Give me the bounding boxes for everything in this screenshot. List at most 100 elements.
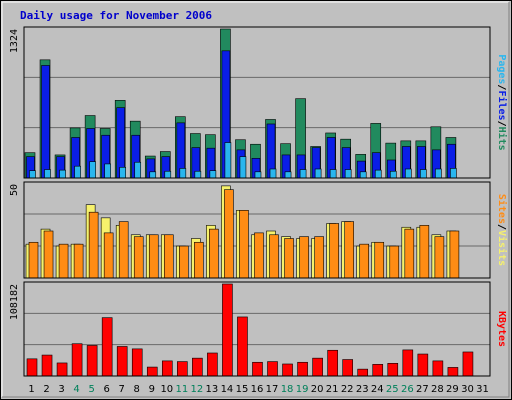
day-label: 21 <box>326 384 339 395</box>
day-label: 26 <box>401 384 414 395</box>
pages-bar <box>299 169 307 179</box>
y-max-label: 108182 <box>9 284 20 320</box>
panel-kbytes: 108182 KBytes <box>9 281 507 377</box>
pages-bar <box>254 171 262 179</box>
pages-bar <box>374 169 382 179</box>
day-label: 6 <box>103 384 109 395</box>
day-label: 9 <box>149 384 155 395</box>
chart-title: Daily usage for November 2006 <box>20 9 212 22</box>
pages-bar <box>59 169 66 179</box>
kbytes-bar <box>177 361 188 377</box>
pages-bar <box>29 170 36 179</box>
sites-bar <box>269 234 279 279</box>
day-label: 20 <box>311 384 324 395</box>
pages-bar <box>224 142 232 179</box>
day-label: 29 <box>446 384 459 395</box>
sites-bar <box>449 230 460 279</box>
day-label: 12 <box>191 384 204 395</box>
day-label: 8 <box>134 384 140 395</box>
sites-bar <box>284 238 294 279</box>
kbytes-bar <box>26 358 38 377</box>
pages-bar <box>179 168 187 179</box>
sites-bar <box>344 221 354 279</box>
kbytes-bar <box>222 283 233 377</box>
kbytes-bar <box>71 343 83 377</box>
legend-part: KBytes <box>496 311 507 347</box>
day-label: 19 <box>296 384 309 395</box>
day-label: 23 <box>356 384 369 395</box>
sites-bar <box>389 245 400 279</box>
day-label: 13 <box>206 384 219 395</box>
kbytes-bar <box>101 317 113 377</box>
kbytes-bar <box>192 357 203 377</box>
pages-bar <box>209 170 217 179</box>
day-label: 17 <box>266 384 279 395</box>
sites-bar <box>239 210 249 279</box>
sites-bar <box>299 236 309 279</box>
kbytes-bar <box>131 348 143 377</box>
kbytes-bar <box>447 367 459 377</box>
day-label: 11 <box>175 384 188 395</box>
pages-bar <box>149 171 157 179</box>
series-legend-label: Sites/Visits <box>496 194 508 266</box>
legend-part: Pages <box>496 54 507 84</box>
sites-bar <box>419 225 430 279</box>
sites-bar <box>404 228 415 279</box>
pages-bar <box>164 170 172 179</box>
pages-bar <box>420 169 427 179</box>
day-label: 15 <box>236 384 249 395</box>
kbytes-bar <box>462 351 474 377</box>
kbytes-bar <box>86 345 98 377</box>
panel-border <box>23 281 491 377</box>
day-label: 18 <box>281 384 294 395</box>
kbytes-bar <box>161 360 173 377</box>
sites-bar <box>28 241 39 279</box>
pages-bar <box>344 169 352 179</box>
pages-bar <box>104 163 111 179</box>
kbytes-bar <box>372 364 384 377</box>
pages-bar <box>74 165 81 179</box>
kbytes-bar <box>237 316 248 377</box>
pages-bar <box>44 169 51 179</box>
sites-bar <box>43 230 54 279</box>
pages-bar <box>314 168 322 179</box>
kbytes-bar <box>282 363 293 377</box>
y-max-label: 1324 <box>9 29 20 53</box>
day-label: 14 <box>221 384 234 395</box>
sites-bar <box>103 232 114 279</box>
sites-bar <box>133 236 144 279</box>
kbytes-bar <box>267 361 278 377</box>
day-label: 2 <box>43 384 49 395</box>
sites-bar <box>359 243 370 279</box>
pages-bar <box>119 167 126 179</box>
sites-bar <box>194 241 204 279</box>
day-label: 16 <box>251 384 264 395</box>
pages-bar <box>194 170 202 179</box>
kbytes-bar <box>252 361 263 377</box>
kbytes-bar <box>342 359 353 377</box>
panel-visits_sites: 50 Sites/Visits <box>9 181 508 279</box>
pages-bar <box>389 170 397 179</box>
pages-bar <box>134 161 142 179</box>
day-label: 31 <box>476 384 489 395</box>
legend-part: / <box>496 224 507 230</box>
sites-bar <box>224 189 234 279</box>
sites-bar <box>118 221 129 279</box>
panel-border <box>23 181 491 279</box>
sites-bar <box>148 234 159 279</box>
kbytes-bar <box>357 368 369 377</box>
kbytes-bar <box>327 349 338 377</box>
day-label: 10 <box>160 384 173 395</box>
legend-part: Visits <box>496 230 508 266</box>
kbytes-bar <box>116 346 128 377</box>
legend-part: Files <box>496 90 508 120</box>
sites-bar <box>254 232 264 279</box>
sites-bar <box>314 236 324 279</box>
sites-bar <box>73 243 84 279</box>
sites-bar <box>163 234 174 279</box>
day-label: 4 <box>73 384 79 395</box>
series-legend-label: Pages/Files/Hits <box>496 54 508 150</box>
